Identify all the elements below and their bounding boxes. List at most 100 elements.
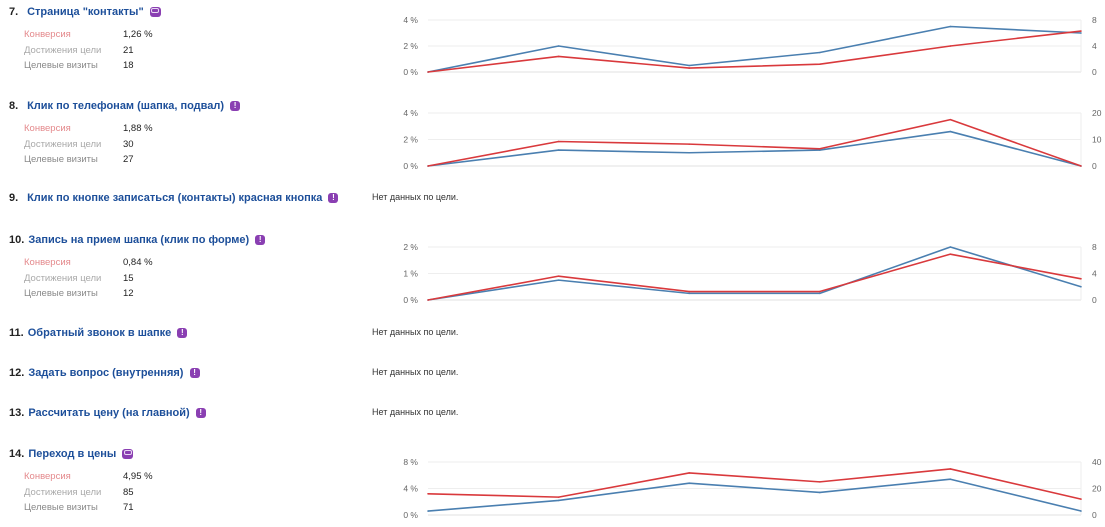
stat-value: 0,84 % [123, 257, 153, 268]
conversion-line [427, 468, 1082, 500]
stat-value: 85 [123, 486, 134, 498]
right-axis-tick-label: 8 [1092, 15, 1097, 25]
left-axis-tick-label: 2 % [403, 41, 418, 51]
stat-value: 4,95 % [123, 471, 153, 482]
goal-chart: 0 % 1 % 2 % 0 4 8 [403, 242, 1097, 305]
goal-name-link[interactable]: Страница "контакты" [27, 6, 144, 18]
stat-label: Целевые визиты [24, 154, 98, 165]
stat-value: 1,88 % [123, 123, 153, 134]
goal-number: 14. [9, 448, 25, 460]
goal-title: 13. Рассчитать цену (на главной) ! [9, 406, 206, 420]
visits-point [949, 478, 952, 481]
goal-number: 11. [9, 327, 24, 339]
conversion-point [688, 143, 690, 145]
visits-point [819, 292, 821, 295]
stat-label: Конверсия [24, 471, 71, 482]
stat-label: Целевые визиты [24, 60, 98, 71]
conversion-point [427, 299, 429, 301]
left-axis-tick-label: 1 % [403, 269, 418, 279]
conversion-point [819, 147, 821, 150]
conversion-point [427, 165, 429, 167]
right-axis-tick-label: 0 [1092, 510, 1097, 520]
goal-name-link[interactable]: Клик по кнопке записаться (контакты) кра… [27, 192, 323, 204]
conversion-point [688, 290, 690, 293]
stat-label: Достижения цели [24, 44, 102, 56]
stat-label: Конверсия [24, 123, 71, 134]
right-axis-tick-label: 0 [1092, 161, 1097, 171]
goal-name-link[interactable]: Переход в цены [28, 448, 117, 460]
exclamation-icon[interactable]: ! [328, 193, 339, 203]
goal-number: 7. [9, 6, 19, 18]
visits-point [688, 292, 690, 295]
left-axis-tick-label: 4 % [403, 15, 418, 25]
left-axis-tick-label: 0 % [403, 295, 418, 305]
left-axis-tick-label: 8 % [403, 457, 418, 467]
exclamation-icon[interactable]: ! [177, 328, 188, 338]
goal-name-link[interactable]: Обратный звонок в шапке [27, 327, 172, 339]
visits-point [427, 510, 429, 512]
url-icon[interactable] [149, 7, 161, 17]
no-data-message: Нет данных по цели. [372, 407, 459, 417]
conversion-point [557, 496, 560, 498]
exclamation-icon[interactable]: ! [195, 408, 206, 418]
conversion-point [688, 67, 690, 69]
goal-name-link[interactable]: Задать вопрос (внутренняя) [28, 367, 184, 379]
visits-point [557, 45, 560, 47]
visits-point [819, 491, 821, 494]
left-axis-tick-label: 2 % [403, 135, 418, 145]
stat-value: 21 [123, 44, 134, 56]
exclamation-icon[interactable]: ! [189, 368, 200, 378]
no-data-message: Нет данных по цели. [372, 192, 459, 202]
conversion-line [427, 118, 1082, 167]
conversion-point [1080, 165, 1082, 167]
goal-name-link[interactable]: Клик по телефонам (шапка, подвал) [27, 100, 225, 112]
goal-title: 8. Клик по телефонам (шапка, подвал) ! [9, 99, 241, 113]
conversion-point [949, 468, 952, 470]
goal-chart: 0 % 2 % 4 % 0 4 8 [403, 15, 1097, 77]
stat-value: 71 [123, 502, 134, 513]
visits-point [1080, 510, 1082, 512]
visits-point [1080, 285, 1082, 288]
conversion-point [949, 253, 952, 255]
conversion-point [557, 275, 560, 277]
conversion-point [949, 45, 952, 47]
conversion-point [949, 118, 952, 121]
conversion-point [819, 481, 821, 483]
stat-label: Целевые визиты [24, 288, 98, 299]
conversion-point [819, 63, 821, 65]
stat-value: 27 [123, 154, 134, 165]
stat-value: 12 [123, 288, 134, 299]
right-axis-tick-label: 10 [1092, 135, 1102, 145]
goal-title: 10. Запись на прием шапка (клик по форме… [9, 233, 266, 247]
exclamation-icon[interactable]: ! [230, 101, 241, 111]
goal-item: 13. Рассчитать цену (на главной) ! Нет д… [0, 406, 1105, 426]
right-axis-tick-label: 20 [1092, 108, 1102, 118]
conversion-point [1080, 30, 1082, 32]
goal-item: 9. Клик по кнопке записаться (контакты) … [0, 191, 1105, 211]
right-axis-tick-label: 4 [1092, 269, 1097, 279]
goal-item: 12. Задать вопрос (внутренняя) ! Нет дан… [0, 366, 1105, 386]
url-icon[interactable] [122, 449, 134, 459]
stat-label: Достижения цели [24, 486, 102, 498]
visits-line [427, 478, 1082, 512]
exclamation-icon[interactable]: ! [255, 235, 266, 245]
goal-name-link[interactable]: Запись на прием шапка (клик по форме) [28, 234, 250, 246]
conversion-line [427, 30, 1082, 73]
stat-value: 15 [123, 272, 134, 284]
goal-name-link[interactable]: Рассчитать цену (на главной) [28, 407, 190, 419]
no-data-message: Нет данных по цели. [372, 367, 459, 377]
left-axis-tick-label: 0 % [403, 510, 418, 520]
visits-line [427, 25, 1082, 73]
stat-label: Целевые визиты [24, 502, 98, 513]
visits-line [427, 246, 1082, 301]
visits-line [427, 130, 1082, 167]
right-axis-tick-label: 0 [1092, 67, 1097, 77]
visits-point [688, 482, 690, 484]
stat-label: Достижения цели [24, 272, 102, 284]
stat-value: 30 [123, 138, 134, 150]
stat-label: Конверсия [24, 257, 71, 268]
goal-number: 9. [9, 192, 19, 204]
stat-value: 1,26 % [123, 29, 153, 40]
conversion-point [557, 140, 560, 143]
goal-number: 10. [9, 234, 25, 246]
